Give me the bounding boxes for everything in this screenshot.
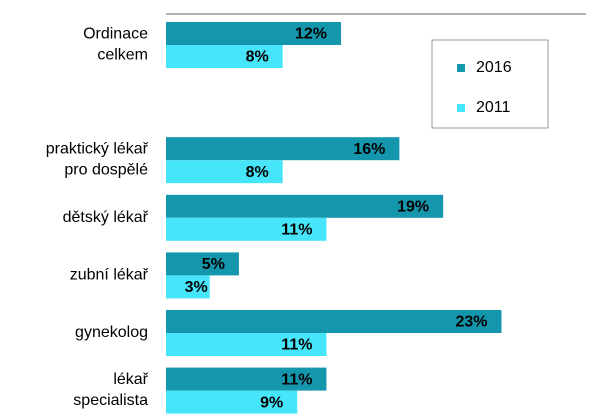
- bar: [166, 45, 283, 68]
- legend-box: [431, 39, 549, 129]
- legend-swatch: [457, 64, 465, 72]
- legend-label: 2016: [476, 59, 512, 76]
- label-line: praktický lékař: [46, 141, 149, 158]
- value-label: 3%: [185, 279, 208, 296]
- label-line: zubní lékař: [70, 267, 149, 284]
- bar: [166, 160, 283, 184]
- label-line: gynekolog: [75, 324, 148, 341]
- bar: [166, 275, 210, 299]
- value-label: 8%: [246, 164, 269, 181]
- value-label: 11%: [281, 222, 312, 239]
- bar: [166, 252, 239, 276]
- y-tick-label: gynekolog: [75, 324, 148, 341]
- bar: [166, 137, 400, 161]
- value-label: 11%: [281, 337, 312, 354]
- bar: [166, 194, 444, 218]
- y-tick-label: praktický lékař pro dospělé: [46, 141, 149, 179]
- bar: [166, 217, 327, 241]
- bar: [166, 367, 327, 391]
- bar: [166, 390, 298, 414]
- label-line: pro dospělé: [64, 162, 148, 179]
- bar: [166, 310, 502, 333]
- bar: [166, 22, 342, 45]
- y-tick-label: Ordinace celkem: [83, 26, 148, 64]
- y-tick-label: zubní lékař: [70, 267, 149, 284]
- label-line: dětský lékař: [63, 209, 149, 226]
- value-label: 8%: [246, 49, 269, 66]
- label-line: Ordinace: [83, 26, 148, 43]
- value-label: 16%: [353, 141, 385, 158]
- value-label: 12%: [295, 26, 327, 43]
- legend-label: 2011: [476, 99, 511, 116]
- value-label: 5%: [202, 256, 225, 273]
- value-label: 11%: [281, 371, 312, 388]
- y-tick-label: dětský lékař: [63, 209, 149, 226]
- value-label: 19%: [397, 199, 429, 216]
- legend-swatch: [457, 104, 465, 112]
- y-tick-label: lékař specialista: [73, 371, 148, 409]
- label-line: lékař: [113, 371, 148, 388]
- value-label: 23%: [455, 314, 487, 331]
- value-label: 9%: [260, 394, 283, 411]
- label-line: celkem: [97, 47, 148, 64]
- label-line: specialista: [73, 392, 148, 409]
- bar: [166, 333, 327, 356]
